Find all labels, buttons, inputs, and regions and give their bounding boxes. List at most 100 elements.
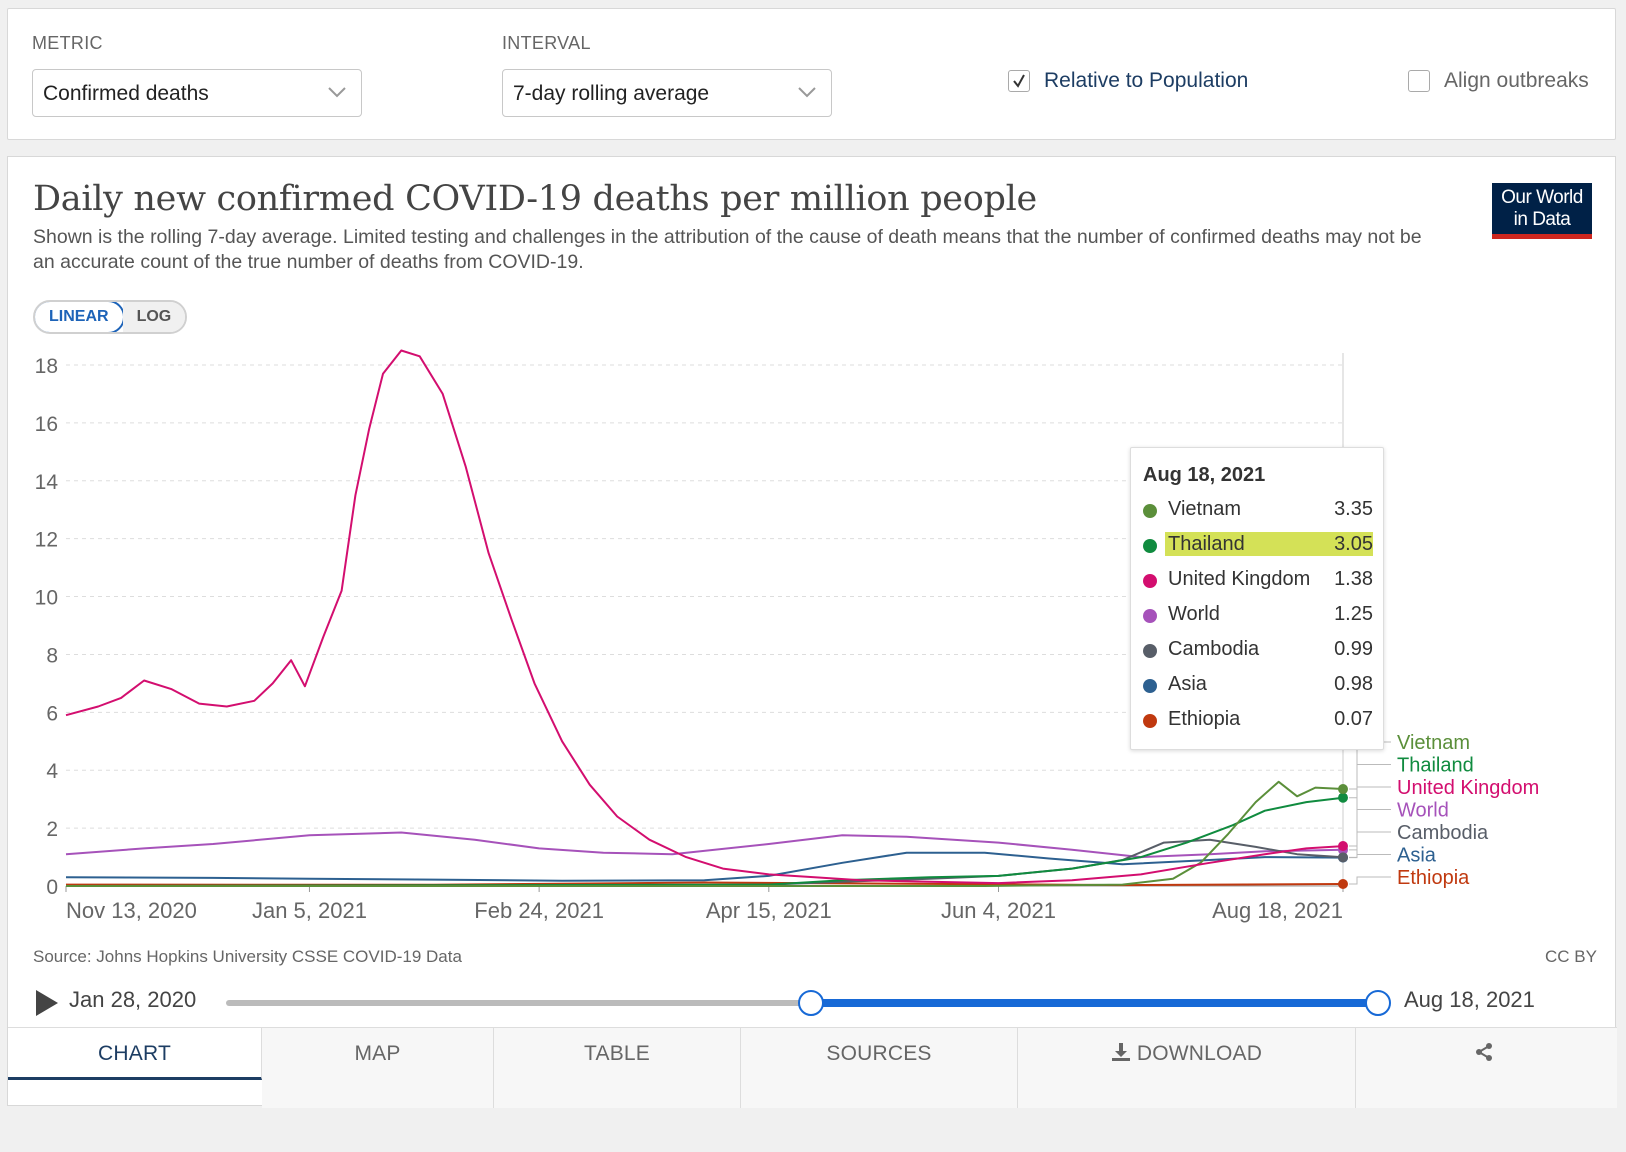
checkmark-icon [1013,74,1025,88]
share-icon [1475,1043,1492,1061]
tooltip-series-name: Vietnam [1168,498,1242,520]
label-connector [1349,764,1391,799]
series-end-point [1338,852,1348,863]
series-line-world [65,831,1344,859]
checkbox-box [1008,70,1030,92]
tooltip-series-value: 3.05 [1334,533,1373,555]
label-connector [1349,809,1391,851]
x-tick-label: Apr 15, 2021 [706,898,832,923]
series-label-ethiopia: Ethiopia [1397,867,1470,889]
y-tick-label: 0 [46,876,58,899]
chevron-down-icon [328,87,346,98]
label-connector [1349,786,1391,847]
y-axis-ticks: 0 2 4 6 8 10 12 14 16 18 [35,355,59,899]
series-label-vietnam: Vietnam [1397,732,1470,754]
timeline-start-date: Jan 28, 2020 [69,987,197,1012]
series-line-united-kingdom [65,349,1344,885]
x-tick-label: Jun 4, 2021 [941,898,1056,923]
series-color-dot [1143,679,1157,693]
x-tick-label: Jan 5, 2021 [252,898,367,923]
tooltip-row: Ethiopia 0.07 [1141,706,1377,736]
tooltip-row: Vietnam 3.35 [1141,496,1377,526]
tab-table[interactable]: TABLE [494,1028,741,1108]
metric-select-value: Confirmed deaths [43,82,209,105]
license-link[interactable]: CC BY [1545,947,1597,966]
tooltip-row-highlight [1165,532,1373,556]
source-note: Source: Johns Hopkins University CSSE CO… [33,947,462,966]
interval-label: INTERVAL [502,33,591,53]
metric-select[interactable]: Confirmed deaths [32,69,362,117]
series-color-dot [1143,574,1157,588]
tab-download[interactable]: DOWNLOAD [1018,1028,1356,1108]
tooltip-date: Aug 18, 2021 [1143,464,1266,486]
series-color-dot [1143,609,1157,623]
hover-tooltip: Aug 18, 2021 Vietnam 3.35 Thailand 3.05 Unit… [1130,447,1384,750]
series-label-thailand: Thailand [1397,755,1474,777]
tooltip-series-name: Ethiopia [1168,708,1241,730]
tab-sources[interactable]: SOURCES [741,1028,1018,1108]
checkbox-box [1408,70,1430,92]
interval-select[interactable]: 7-day rolling average [502,69,832,117]
share-button[interactable] [1356,1028,1617,1108]
y-tick-label: 12 [35,529,58,552]
logo-line-2: in Data [1513,209,1571,230]
series-color-dot [1143,504,1157,518]
series-line-asia [65,851,1344,882]
tooltip-series-name: World [1168,603,1220,625]
chart-card: Daily new confirmed COVID-19 deaths per … [7,156,1617,1108]
tooltip-row: Asia 0.98 [1141,671,1377,701]
log-scale-button[interactable]: LOG [122,302,186,332]
tooltip-series-value: 1.38 [1334,568,1373,590]
label-connector [1349,831,1391,858]
x-tick-label: Aug 18, 2021 [1212,898,1343,923]
series-line-thailand [65,796,1344,887]
logo-line-1: Our World [1501,187,1583,208]
timeline-end-handle[interactable] [1365,990,1391,1016]
chart-title: Daily new confirmed COVID-19 deaths per … [33,179,1037,219]
series-end-point [1338,784,1348,795]
timeline-end-date: Aug 18, 2021 [1404,987,1535,1012]
tooltip-series-name: Thailand [1168,533,1245,555]
chart-subtitle: Shown is the rolling 7-day average. Limi… [33,226,1422,273]
align-outbreaks-checkbox[interactable]: Align outbreaks [1408,69,1589,93]
series-color-dot [1143,644,1157,658]
tooltip-series-value: 1.25 [1334,603,1373,625]
relative-to-population-label: Relative to Population [1044,69,1249,92]
download-icon [1111,1043,1130,1061]
y-tick-label: 18 [35,355,58,378]
series-end-point [1338,792,1348,803]
tooltip-series-name: Cambodia [1168,638,1260,660]
tooltip-row: Thailand 3.05 [1141,531,1377,561]
interval-select-value: 7-day rolling average [513,82,710,105]
controls-panel: METRIC Confirmed deaths INTERVAL 7-day r… [7,8,1616,140]
series-line-vietnam [66,780,1344,887]
y-tick-label: 8 [46,644,58,667]
tab-bar: CHART MAP TABLE SOURCES DOWNLOAD [8,1027,1617,1108]
tooltip-series-name: Asia [1168,673,1207,695]
tab-chart[interactable]: CHART [8,1028,262,1080]
timeline-start-handle[interactable] [798,990,824,1016]
x-tick-label: Feb 24, 2021 [474,898,604,923]
tooltip-row: World 1.25 [1141,601,1377,631]
tab-map[interactable]: MAP [262,1028,494,1108]
series-end-point [1338,878,1348,889]
tooltip-series-value: 0.99 [1334,638,1373,660]
tab-download-label: DOWNLOAD [1136,1042,1263,1065]
x-axis: Nov 13, 2020 Jan 5, 2021 Feb 24, 2021 Apr 1… [65,353,1344,923]
y-tick-label: 10 [35,587,58,610]
series-label-united-kingdom: United Kingdom [1397,777,1539,799]
align-outbreaks-label: Align outbreaks [1444,69,1589,92]
metric-label: METRIC [32,33,103,53]
y-tick-label: 16 [35,413,58,436]
series-label-world: World [1397,800,1449,822]
series-color-dot [1143,539,1157,553]
relative-to-population-checkbox[interactable]: Relative to Population [1008,69,1248,93]
tooltip-row: United Kingdom 1.38 [1141,566,1377,596]
tooltip-series-value: 3.35 [1334,498,1373,520]
owid-logo[interactable]: Our World in Data [1492,183,1592,239]
label-connector [1349,876,1391,885]
tooltip-series-value: 0.07 [1334,708,1373,730]
y-tick-label: 4 [46,760,58,783]
play-icon[interactable] [36,990,58,1016]
